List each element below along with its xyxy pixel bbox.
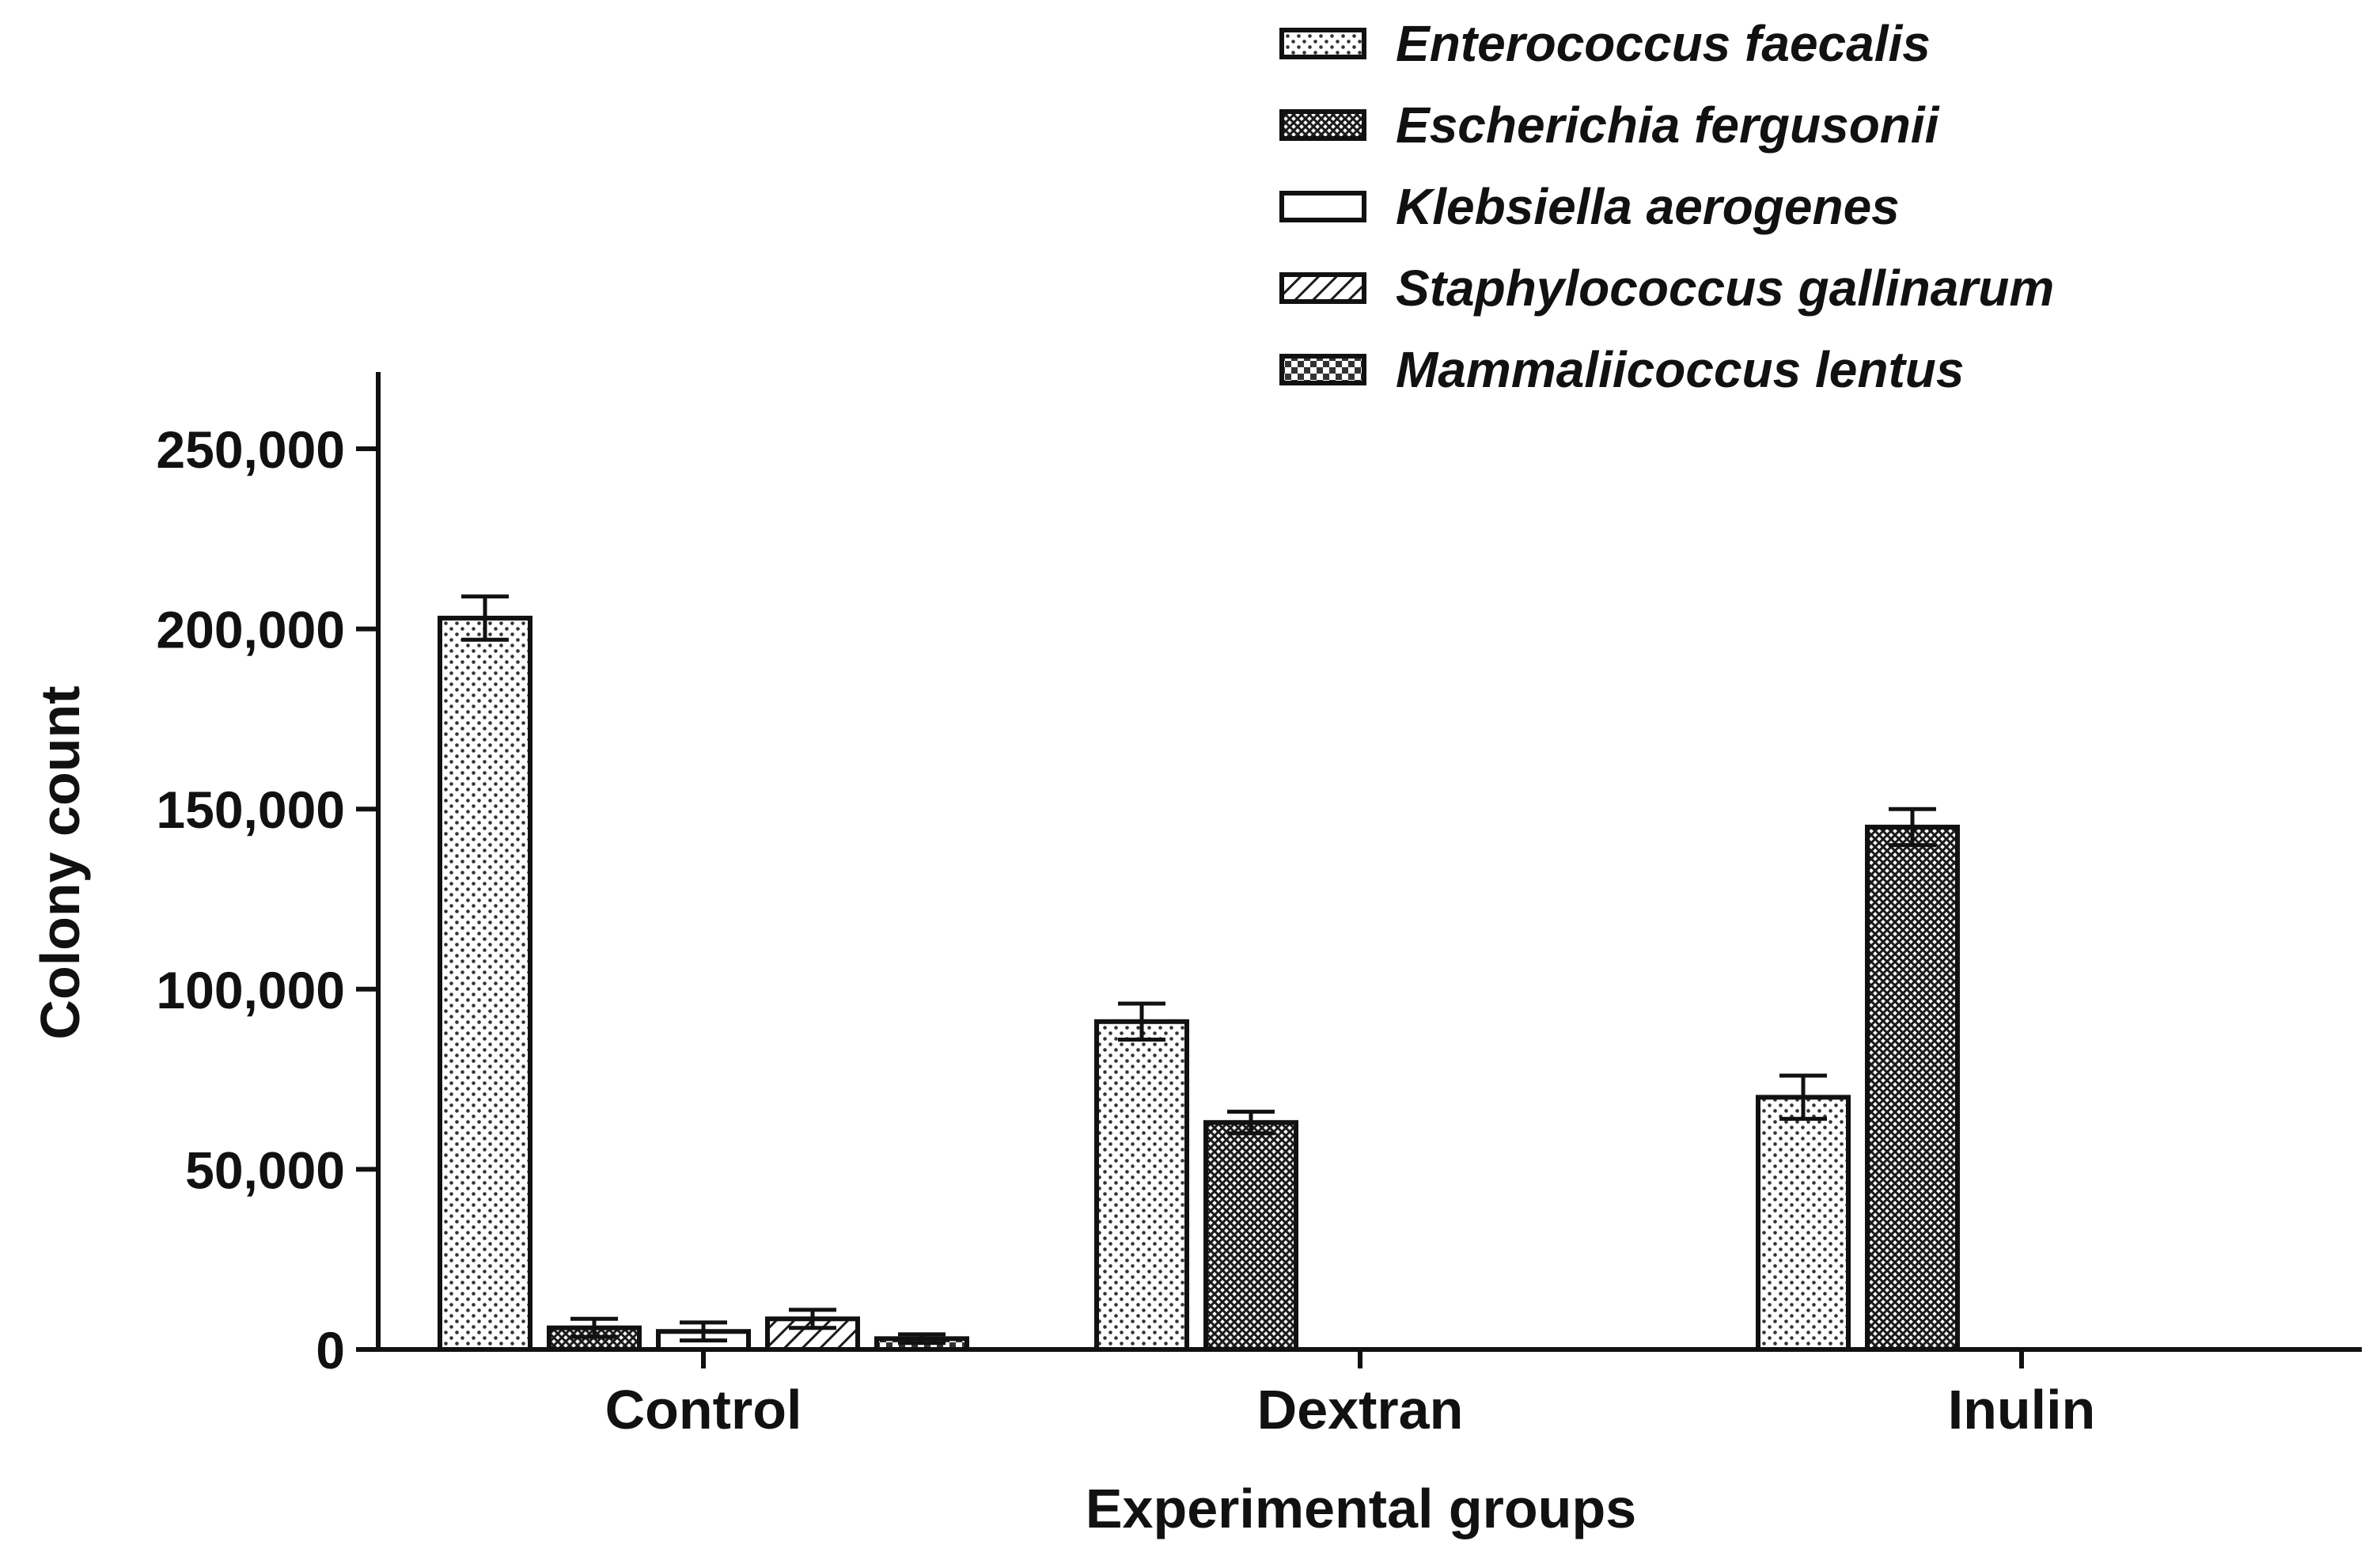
- legend-label: Escherichia fergusonii: [1396, 97, 1940, 154]
- x-tick-label-control: Control: [605, 1379, 802, 1440]
- legend-label: Staphylococcus gallinarum: [1396, 260, 2054, 317]
- y-tick-label: 150,000: [156, 780, 345, 839]
- y-axis-title: Colony count: [29, 685, 91, 1039]
- legend-label: Enterococcus faecalis: [1396, 15, 1931, 72]
- error-bar-escherichia-fergusonii-control: [570, 1316, 618, 1339]
- error-bar-klebsiella-aerogenes-control: [680, 1320, 727, 1343]
- error-bar-enterococcus-faecalis-inulin: [1779, 1073, 1827, 1122]
- error-bar-enterococcus-faecalis-dextran: [1118, 1001, 1165, 1042]
- bar-enterococcus-faecalis-control: [438, 615, 532, 1352]
- x-tick-label-inulin: Inulin: [1948, 1379, 2096, 1440]
- axes: [356, 372, 2362, 1368]
- legend-item-mammaliicoccus-lentus: Mammaliicoccus lentus: [1279, 341, 1964, 398]
- error-bar-escherichia-fergusonii-inulin: [1889, 807, 1936, 848]
- bar-enterococcus-faecalis-inulin: [1756, 1095, 1851, 1352]
- legend-swatch: [1279, 28, 1366, 59]
- bars: [438, 615, 1960, 1352]
- bar-escherichia-fergusonii-dextran: [1203, 1120, 1298, 1352]
- legend-swatch: [1279, 354, 1366, 385]
- error-bar-mammaliicoccus-lentus-control: [898, 1332, 946, 1346]
- error-bar-escherichia-fergusonii-dextran: [1227, 1110, 1275, 1136]
- legend-swatch: [1279, 272, 1366, 304]
- legend-item-escherichia-fergusonii: Escherichia fergusonii: [1279, 97, 1940, 154]
- y-tick-label: 0: [316, 1321, 345, 1380]
- bar-escherichia-fergusonii-inulin: [1865, 824, 1960, 1352]
- legend-item-enterococcus-faecalis: Enterococcus faecalis: [1279, 15, 1931, 72]
- error-bar-enterococcus-faecalis-control: [461, 594, 509, 642]
- legend-swatch: [1279, 191, 1366, 222]
- legend: Enterococcus faecalis Escherichia ferguso…: [1279, 15, 2054, 398]
- error-bar-staphylococcus-gallinarum-control: [789, 1308, 836, 1330]
- y-tick-label: 100,000: [156, 961, 345, 1019]
- legend-item-staphylococcus-gallinarum: Staphylococcus gallinarum: [1279, 260, 2054, 317]
- legend-item-klebsiella-aerogenes: Klebsiella aerogenes: [1279, 178, 1900, 235]
- legend-swatch: [1279, 109, 1366, 141]
- axis-labels: 0 50,000 100,000 150,000 200,000 250,000 Contr…: [29, 420, 2095, 1539]
- x-axis-title: Experimental groups: [1086, 1478, 1636, 1539]
- y-tick-label: 200,000: [156, 601, 345, 659]
- error-bars: [461, 594, 1936, 1346]
- y-tick-label: 250,000: [156, 420, 345, 479]
- legend-label: Klebsiella aerogenes: [1396, 178, 1900, 235]
- legend-label: Mammaliicoccus lentus: [1396, 341, 1964, 398]
- y-tick-label: 50,000: [185, 1141, 345, 1199]
- x-tick-label-dextran: Dextran: [1257, 1379, 1464, 1440]
- bar-enterococcus-faecalis-dextran: [1094, 1019, 1189, 1352]
